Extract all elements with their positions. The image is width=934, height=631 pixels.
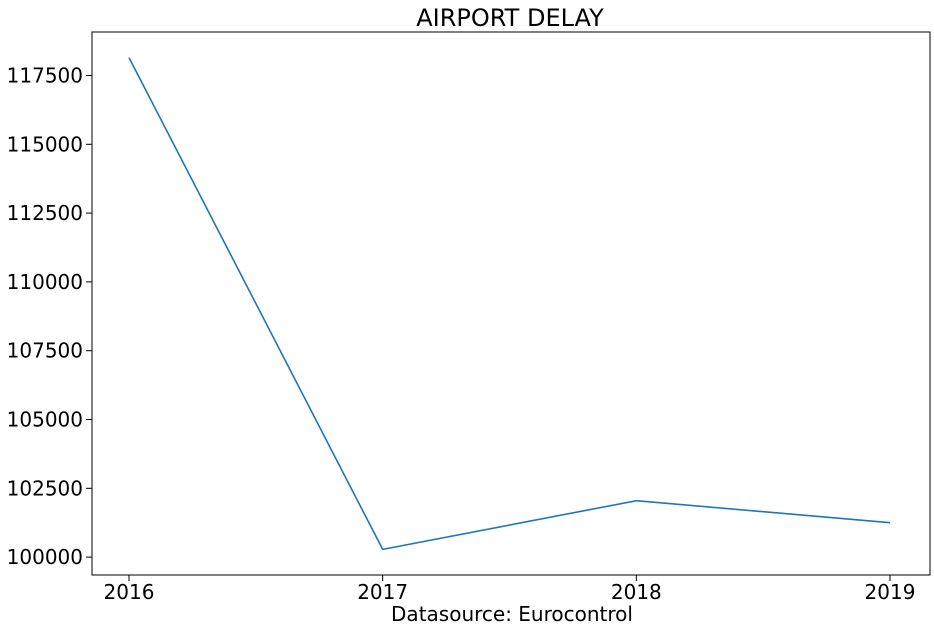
y-tick-label: 102500 (7, 476, 83, 500)
y-tick-label: 117500 (7, 63, 83, 87)
x-tick-label: 2018 (611, 580, 662, 604)
chart-title: AIRPORT DELAY (416, 4, 604, 32)
x-axis-label: Datasource: Eurocontrol (391, 602, 633, 626)
x-tick-label: 2019 (865, 580, 916, 604)
x-tick-label: 2016 (104, 580, 155, 604)
x-tick-label: 2017 (357, 580, 408, 604)
plot-area-frame (91, 31, 931, 576)
y-axis: 100000 102500 105000 107500 110000 112500 1150… (7, 63, 92, 569)
x-axis: 2016 2017 2018 2019 (104, 575, 916, 604)
series-line (128, 57, 891, 551)
y-tick-label: 112500 (7, 201, 83, 225)
y-tick-label: 115000 (7, 132, 83, 156)
y-tick-label: 110000 (7, 270, 83, 294)
y-tick-label: 105000 (7, 408, 83, 432)
y-tick-label: 107500 (7, 339, 83, 363)
series-layer (128, 57, 891, 551)
y-tick-label: 100000 (7, 545, 83, 569)
